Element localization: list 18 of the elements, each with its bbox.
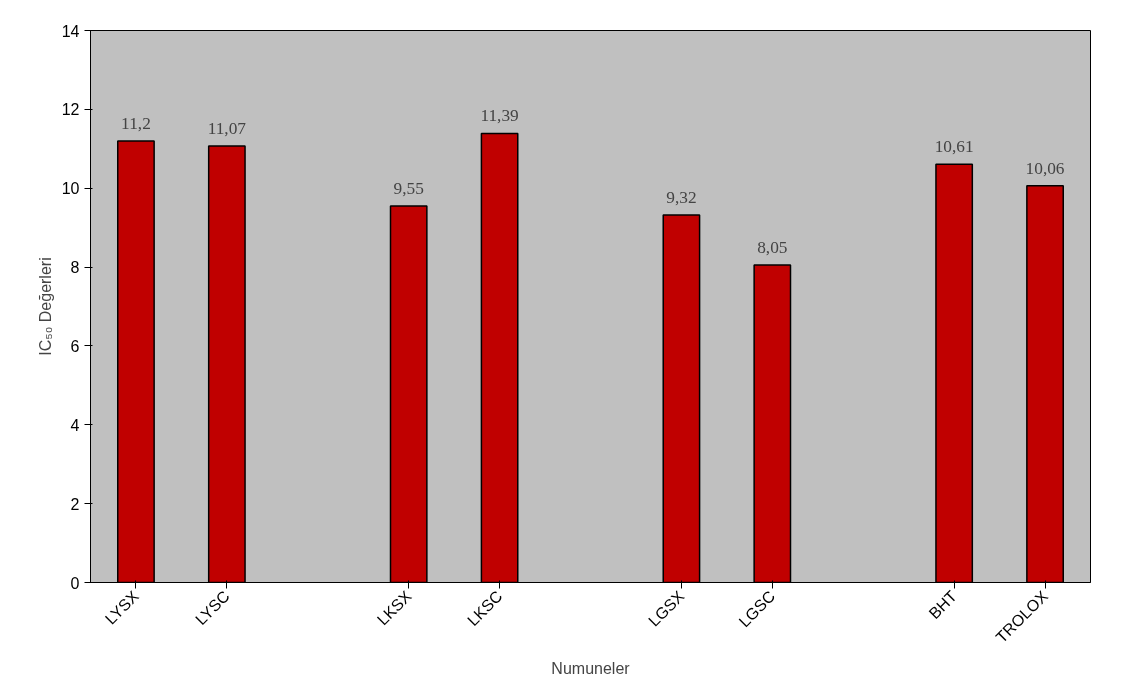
x-axis-title: Numuneler (551, 660, 631, 678)
data-label: 9,55 (393, 178, 424, 198)
y-tick-label: 6 (70, 337, 80, 355)
data-label: 9,32 (666, 188, 697, 208)
data-label: 11,07 (207, 119, 247, 139)
data-label: 11,39 (480, 106, 519, 126)
y-tick-label: 0 (70, 574, 80, 592)
data-label: 8,05 (757, 238, 788, 258)
y-tick-label: 10 (61, 180, 80, 198)
data-label: 10,61 (934, 137, 974, 157)
y-tick-label: 2 (70, 495, 80, 513)
y-tick-label: 12 (61, 101, 80, 119)
data-label: 11,2 (121, 113, 151, 133)
y-tick-label: 8 (70, 259, 80, 277)
data-label: 10,06 (1025, 158, 1065, 178)
y-axis-title: IC₅₀ Değerleri (36, 257, 54, 356)
y-tick-label: 14 (61, 22, 80, 40)
y-tick-label: 4 (70, 416, 80, 434)
